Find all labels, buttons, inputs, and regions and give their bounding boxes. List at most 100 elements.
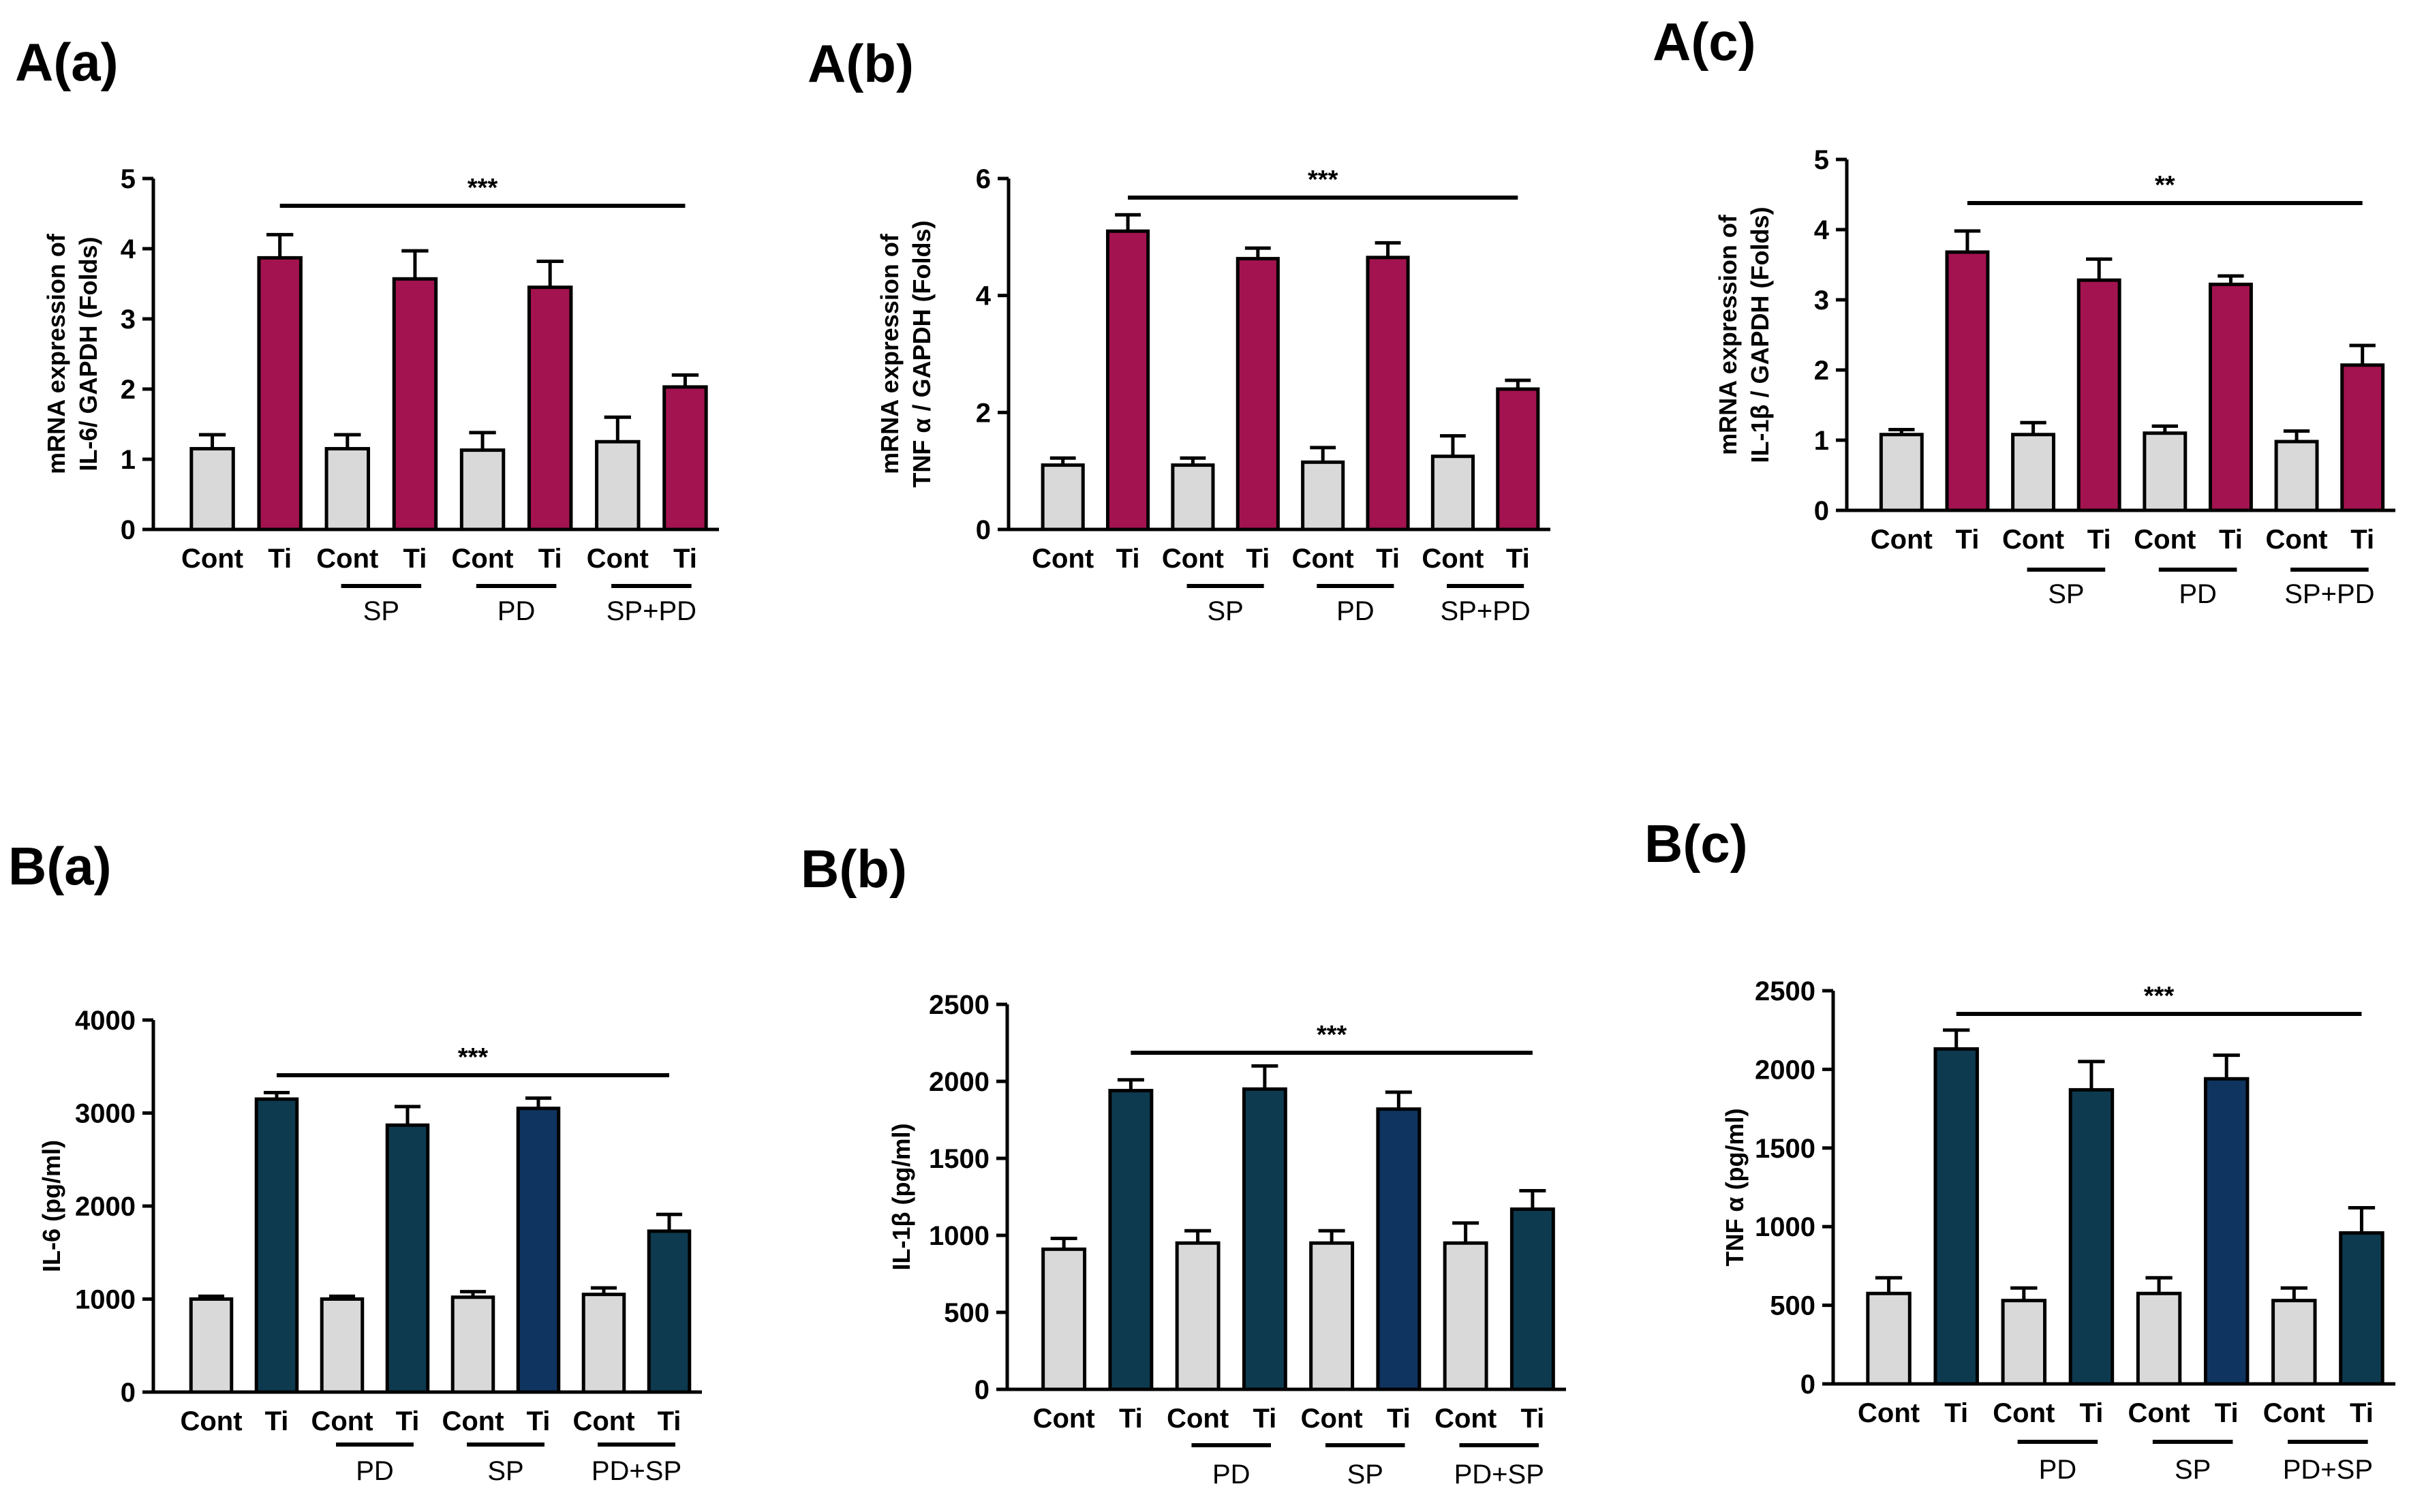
x-tick-label: Ti [265,1406,289,1436]
x-tick-label: Ti [403,544,427,574]
y-tick-label: 4000 [75,1006,136,1036]
x-tick-label: Ti [658,1406,681,1436]
bar-control [1301,460,1345,531]
y-tick-label: 0 [121,515,136,545]
x-tick-label: Ti [2350,1398,2374,1428]
chart-panel-3: A(c) 0 1 2 3 4 5 mRNA expression of IL-1β / GAPD… [1653,12,2395,609]
group-label: SP [2048,579,2084,609]
chart-panel-6: B(c) 0 500 1000 1500 2000 2500 TNF α (pg/ml) Con… [1644,814,2395,1485]
y-tick-label: 4 [121,234,136,264]
y-tick-label: 500 [1770,1291,1815,1321]
y-tick-label: 0 [1800,1370,1815,1400]
y-axis-label: IL-6 (pg/ml) [37,1140,65,1272]
y-tick-label: 3 [1814,286,1829,315]
group-label: PD+SP [2283,1455,2373,1485]
y-tick-label: 3 [121,305,136,335]
chart-panel-1: A(a) 0 1 2 3 4 5 mRNA expression of IL-6/ GAPDH … [15,32,719,626]
y-axis-label: TNF α (pg/ml) [1721,1108,1749,1266]
bar-ti [2076,278,2121,512]
group-label: SP [2175,1455,2211,1485]
x-tick-label: Cont [180,1406,242,1436]
x-tick-label: Cont [2002,525,2064,555]
group-label: SP [487,1456,523,1486]
y-tick-label: 6 [976,164,991,194]
x-tick-label: Cont [2134,525,2196,555]
bar-control [581,1293,626,1394]
y-tick-label: 2500 [1755,976,1815,1006]
x-tick-label: Ti [1116,544,1140,574]
x-tick-label: Ti [1520,1404,1544,1434]
panel-label: A(a) [15,32,119,92]
bar-ti [385,1123,430,1394]
y-tick-label: 500 [944,1298,989,1328]
x-tick-label: Ti [396,1406,420,1436]
y-tick-label: 2 [976,398,991,428]
bar-control [1879,433,1924,512]
bar-ti [2203,1077,2250,1386]
bar-control [189,1297,234,1394]
y-tick-label: 2000 [1755,1055,1815,1085]
x-tick-label: Cont [587,544,649,574]
x-tick-label: Cont [311,1406,373,1436]
bar-ti [1945,250,1990,512]
x-tick-label: Cont [1435,1404,1497,1434]
x-tick-label: Cont [181,544,243,574]
y-axis-label: mRNA expression of [876,233,904,474]
y-tick-label: 0 [1814,496,1829,526]
bar-control [1443,1241,1488,1391]
bar-control [2011,433,2056,512]
bar-control [2274,439,2319,512]
x-tick-label: Cont [1032,544,1094,574]
x-tick-label: Ti [1119,1404,1143,1434]
bar-control [2136,1291,2182,1386]
panel-label: A(b) [808,33,914,93]
bar-ti [516,1107,561,1394]
x-tick-label: Cont [452,544,514,574]
bar-control [2001,1299,2047,1386]
bar-ti [527,286,573,531]
x-tick-label: Ti [2350,525,2374,555]
chart-panel-2: A(b) 0 2 4 6 mRNA expression of TNF α / GAPDH … [808,33,1550,626]
x-tick-label: Cont [1858,1398,1920,1428]
y-axis-label: IL-1β (pg/ml) [887,1124,915,1271]
y-tick-label: 2 [1814,356,1829,386]
group-label: PD [356,1456,394,1486]
group-label: PD [1212,1460,1251,1490]
bar-control [324,447,371,531]
x-tick-label: Cont [572,1406,634,1436]
bar-control [189,447,235,531]
x-tick-label: Ti [2087,525,2111,555]
group-label: SP [1207,596,1243,626]
bar-ti [1366,256,1410,531]
bar-control [1171,463,1215,531]
x-tick-label: Cont [1167,1404,1229,1434]
x-tick-label: Ti [1387,1404,1411,1434]
bar-control [2271,1299,2317,1386]
significance-label: ** [2155,171,2175,200]
significance-label: *** [467,174,498,202]
bar-ti [257,256,303,531]
x-tick-label: Cont [2263,1398,2325,1428]
bar-control [1430,454,1475,531]
group-label: SP+PD [2284,579,2374,609]
bar-control [320,1297,365,1394]
group-label: SP [363,596,399,626]
group-label: PD [2179,579,2217,609]
bar-control [459,448,506,531]
significance-label: *** [1317,1021,1347,1049]
y-tick-label: 0 [975,1375,989,1405]
x-tick-label: Ti [2080,1398,2104,1428]
x-tick-label: Ti [1246,544,1270,574]
panel-label: B(a) [8,836,112,896]
bar-ti [1933,1047,1979,1386]
x-tick-label: Ti [2215,1398,2239,1428]
significance-label: *** [1308,166,1338,194]
bar-ti [2340,363,2385,512]
y-tick-label: 1500 [929,1144,989,1174]
group-label: PD+SP [1454,1460,1544,1490]
bar-ti [662,385,708,531]
panel-label: B(b) [801,839,907,899]
bar-control [595,439,641,531]
y-tick-label: 2500 [929,990,989,1020]
